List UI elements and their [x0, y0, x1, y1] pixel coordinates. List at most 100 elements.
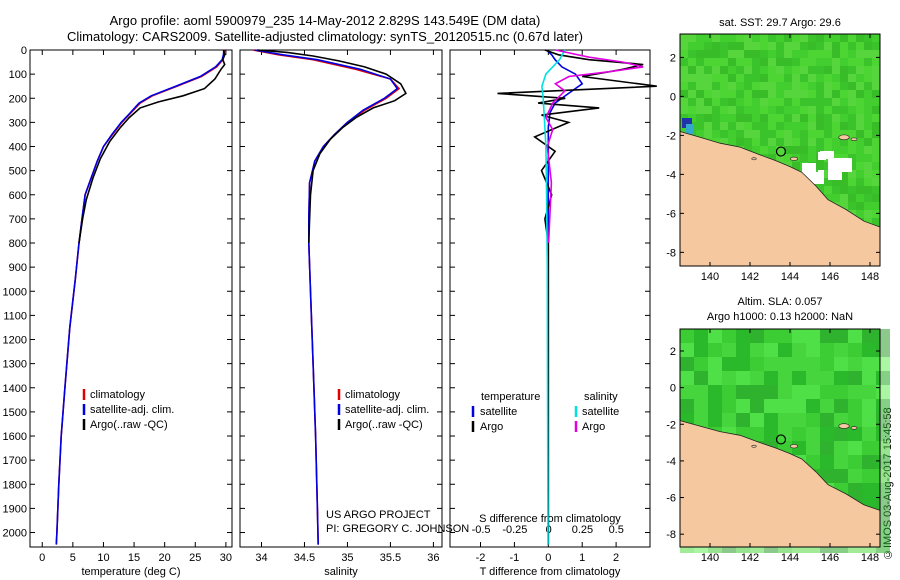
sst-map-cell: [728, 178, 736, 186]
sla-map-cell: [694, 455, 708, 469]
sst-map-cell: [864, 146, 872, 154]
sst-map-cell: [856, 74, 864, 82]
sst-map-cell: [816, 226, 824, 234]
sst-map-cell: [808, 170, 816, 178]
sst-map-cell: [816, 66, 824, 74]
sst-map-cell: [848, 162, 856, 170]
sla-map-cell: [778, 399, 792, 413]
sst-map-cell: [768, 146, 776, 154]
sst-map-cell: [760, 146, 768, 154]
sst-map-cell: [808, 50, 816, 58]
sst-map-cell: [712, 154, 720, 162]
sla-map-cell: [806, 357, 820, 371]
sst-map-cell: [816, 186, 824, 194]
sla-map-cell: [764, 483, 778, 497]
sla-map-cell: [750, 385, 764, 399]
sst-map-cell: [856, 226, 864, 234]
salinity-frame: [239, 49, 443, 548]
sst-map-cell: [872, 42, 880, 50]
sst-map-cell: [792, 138, 800, 146]
sst-map-cell: [816, 58, 824, 66]
sla-map-cell: [708, 497, 722, 511]
sst-map-cell: [784, 170, 792, 178]
sst-cool-patch: [686, 124, 694, 134]
sst-map-cell: [744, 170, 752, 178]
sst-map-cell: [720, 58, 728, 66]
sla-map-cell: [806, 427, 820, 441]
sla-map-cell: [820, 413, 834, 427]
sla-map-cell: [750, 455, 764, 469]
sst-map-cell: [800, 226, 808, 234]
sla-map-cell: [834, 385, 848, 399]
sst-map-cell: [760, 98, 768, 106]
sst-map-cell: [824, 258, 832, 266]
sst-map-cell: [832, 234, 840, 242]
sst-map-cell: [872, 178, 880, 186]
sla-map-cell: [750, 497, 764, 511]
sst-map-cell: [712, 186, 720, 194]
sst-map-cell: [848, 50, 856, 58]
sla-map-cell: [778, 371, 792, 385]
sst-map-cell: [784, 58, 792, 66]
sst-map-cell: [864, 42, 872, 50]
sla-map-x-tick-label: 146: [821, 552, 839, 564]
sst-map-cell: [792, 66, 800, 74]
sst-map-cell: [816, 234, 824, 242]
sst-map-cell: [704, 210, 712, 218]
sst-map-x-tick-label: 144: [781, 271, 799, 283]
sla-map-cell: [764, 469, 778, 483]
sst-map-cell: [816, 178, 824, 186]
sst-map-cell: [776, 130, 784, 138]
sst-map-cell: [808, 178, 816, 186]
sst-map-cell: [752, 202, 760, 210]
sla-map-cell: [764, 413, 778, 427]
sst-map-cell: [792, 42, 800, 50]
sla-map-cell: [736, 511, 750, 525]
sst-map-cell: [856, 42, 864, 50]
sst-map-cell: [816, 146, 824, 154]
temperature-series-climatology: [55, 49, 226, 545]
sst-map-cell: [808, 234, 816, 242]
sla-map-cell: [820, 511, 834, 525]
sst-map-cell: [776, 138, 784, 146]
sst-map-cell: [728, 34, 736, 42]
sst-map-cell: [872, 58, 880, 66]
sst-map-cell: [824, 154, 832, 162]
sla-map-cell: [680, 469, 694, 483]
salinity-x-tick-label: 36: [427, 552, 439, 564]
sst-map-cell: [808, 202, 816, 210]
sst-map-cell: [736, 250, 744, 258]
y-tick-label: 1800: [3, 479, 27, 491]
sst-map-cell: [776, 258, 784, 266]
sst-map-cell: [768, 42, 776, 50]
sst-map-cell: [704, 74, 712, 82]
sst-map-cell: [696, 146, 704, 154]
sst-map-cell: [832, 178, 840, 186]
sst-map-cell: [808, 74, 816, 82]
sst-map-cell: [680, 218, 688, 226]
sst-map-cell: [816, 250, 824, 258]
sst-map-cell: [800, 170, 808, 178]
salinity-x-tick-label: 34: [255, 552, 267, 564]
sst-map-cell: [688, 98, 696, 106]
sst-map-cell: [848, 226, 856, 234]
difference-series-s-satellite: [541, 49, 566, 545]
sst-map-cell: [680, 226, 688, 234]
sst-map-cell: [696, 98, 704, 106]
sst-map-cell: [744, 50, 752, 58]
sla-map-cell: [834, 483, 848, 497]
sst-map-cell: [872, 114, 880, 122]
sst-map-cell: [760, 74, 768, 82]
sst-map-cell: [848, 194, 856, 202]
sst-map-cell: [792, 202, 800, 210]
sst-map-cell: [808, 90, 816, 98]
sst-map-cell: [808, 194, 816, 202]
salinity-diff-tick-label: 0.5: [609, 524, 624, 536]
sst-map-cell: [872, 194, 880, 202]
sla-map-cell: [708, 343, 722, 357]
sst-map-cell: [816, 154, 824, 162]
sst-map-cell: [864, 234, 872, 242]
sst-map-cell: [680, 242, 688, 250]
sla-map-cell: [862, 441, 876, 455]
